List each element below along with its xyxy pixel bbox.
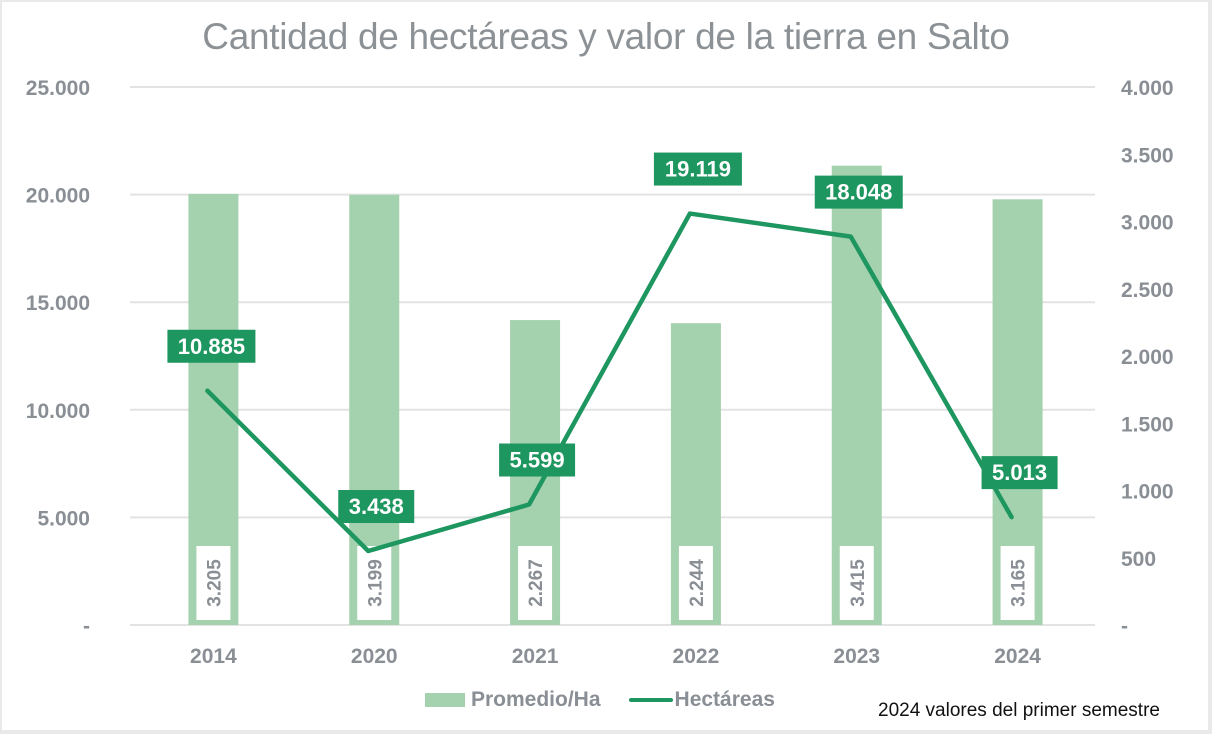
line-data-label: 3.438	[349, 494, 404, 519]
gridlines	[130, 86, 1095, 626]
left-tick-label: 15.000	[26, 292, 90, 315]
left-tick-label: -	[83, 615, 90, 638]
line-point	[206, 389, 209, 392]
left-axis: - 5.000 10.000 15.000 20.000 25.000	[26, 77, 90, 638]
right-tick-label: 1.000	[1121, 481, 1174, 504]
footnote: 2024 valores del primer semestre	[878, 700, 1160, 721]
line-data-label: 18.048	[825, 180, 892, 205]
line-point	[367, 550, 370, 553]
bar-label-box	[678, 546, 713, 620]
line-point	[528, 503, 531, 506]
left-tick-label: 25.000	[26, 77, 90, 100]
legend: Promedio/Ha Hectáreas	[425, 688, 775, 712]
bar-series-promedio: 3.205 3.199 2.267 2.244 3.415 3.165	[188, 165, 1043, 626]
right-tick-label: 1.500	[1121, 413, 1174, 436]
line-point	[849, 235, 852, 238]
bar-label-box	[839, 546, 874, 620]
right-tick-label: -	[1121, 615, 1128, 638]
line-label-box	[499, 443, 576, 477]
left-tick-label: 20.000	[26, 185, 90, 208]
right-tick-label: 4.000	[1121, 77, 1174, 100]
category-axis: 2014 2020 2021 2022 2023 2024	[190, 645, 1041, 668]
bar-data-label: 2.267	[526, 559, 547, 607]
category-label: 2022	[673, 645, 720, 668]
right-tick-label: 2.000	[1121, 346, 1174, 369]
line-label-box	[981, 456, 1058, 490]
right-tick-label: 3.500	[1121, 144, 1174, 167]
category-label: 2021	[512, 645, 559, 668]
legend-swatch-hectareas	[628, 698, 673, 702]
bar-label-box	[1000, 546, 1035, 620]
legend-swatch-promedio	[425, 693, 465, 707]
line-label-box	[167, 329, 256, 363]
right-axis: - 500 1.000 1.500 2.000 2.500 3.000 3.500 4.000	[1121, 77, 1174, 638]
line-data-label: 19.119	[665, 157, 731, 182]
left-tick-label: 5.000	[37, 507, 90, 530]
line-point	[688, 212, 691, 215]
bar-data-label: 3.165	[1009, 559, 1030, 607]
bar-label-box	[196, 546, 231, 620]
right-tick-label: 3.000	[1121, 212, 1174, 235]
hectareas-line	[205, 211, 1014, 554]
legend-label-hectareas: Hectáreas	[674, 688, 775, 711]
chart-title: Cantidad de hectáreas y valor de la tier…	[202, 16, 1010, 57]
line-label-box	[338, 490, 415, 524]
bar-data-label: 2.244	[687, 559, 708, 607]
line-label-box	[653, 152, 742, 186]
line-point	[1010, 516, 1013, 519]
line-label-box	[814, 175, 903, 209]
category-label: 2024	[994, 645, 1041, 668]
right-tick-label: 2.500	[1121, 279, 1174, 302]
line-data-label: 5.013	[992, 460, 1047, 485]
bar-data-label: 3.415	[848, 559, 869, 607]
category-label: 2023	[833, 645, 880, 668]
line-data-label: 10.885	[178, 334, 245, 359]
legend-label-promedio: Promedio/Ha	[471, 688, 601, 711]
bar-label-box	[357, 546, 392, 620]
category-label: 2014	[190, 645, 237, 668]
left-tick-label: 10.000	[26, 400, 90, 423]
bar-data-label: 3.205	[204, 559, 225, 607]
line-data-label: 5.599	[510, 448, 565, 473]
bar-label-box	[518, 546, 553, 620]
right-tick-label: 500	[1121, 548, 1156, 571]
line-series-hectareas: 10.885 3.438 5.599 19.119 18.048 5.013	[167, 152, 1058, 554]
bar-data-label: 3.199	[365, 559, 386, 607]
category-label: 2020	[351, 645, 398, 668]
